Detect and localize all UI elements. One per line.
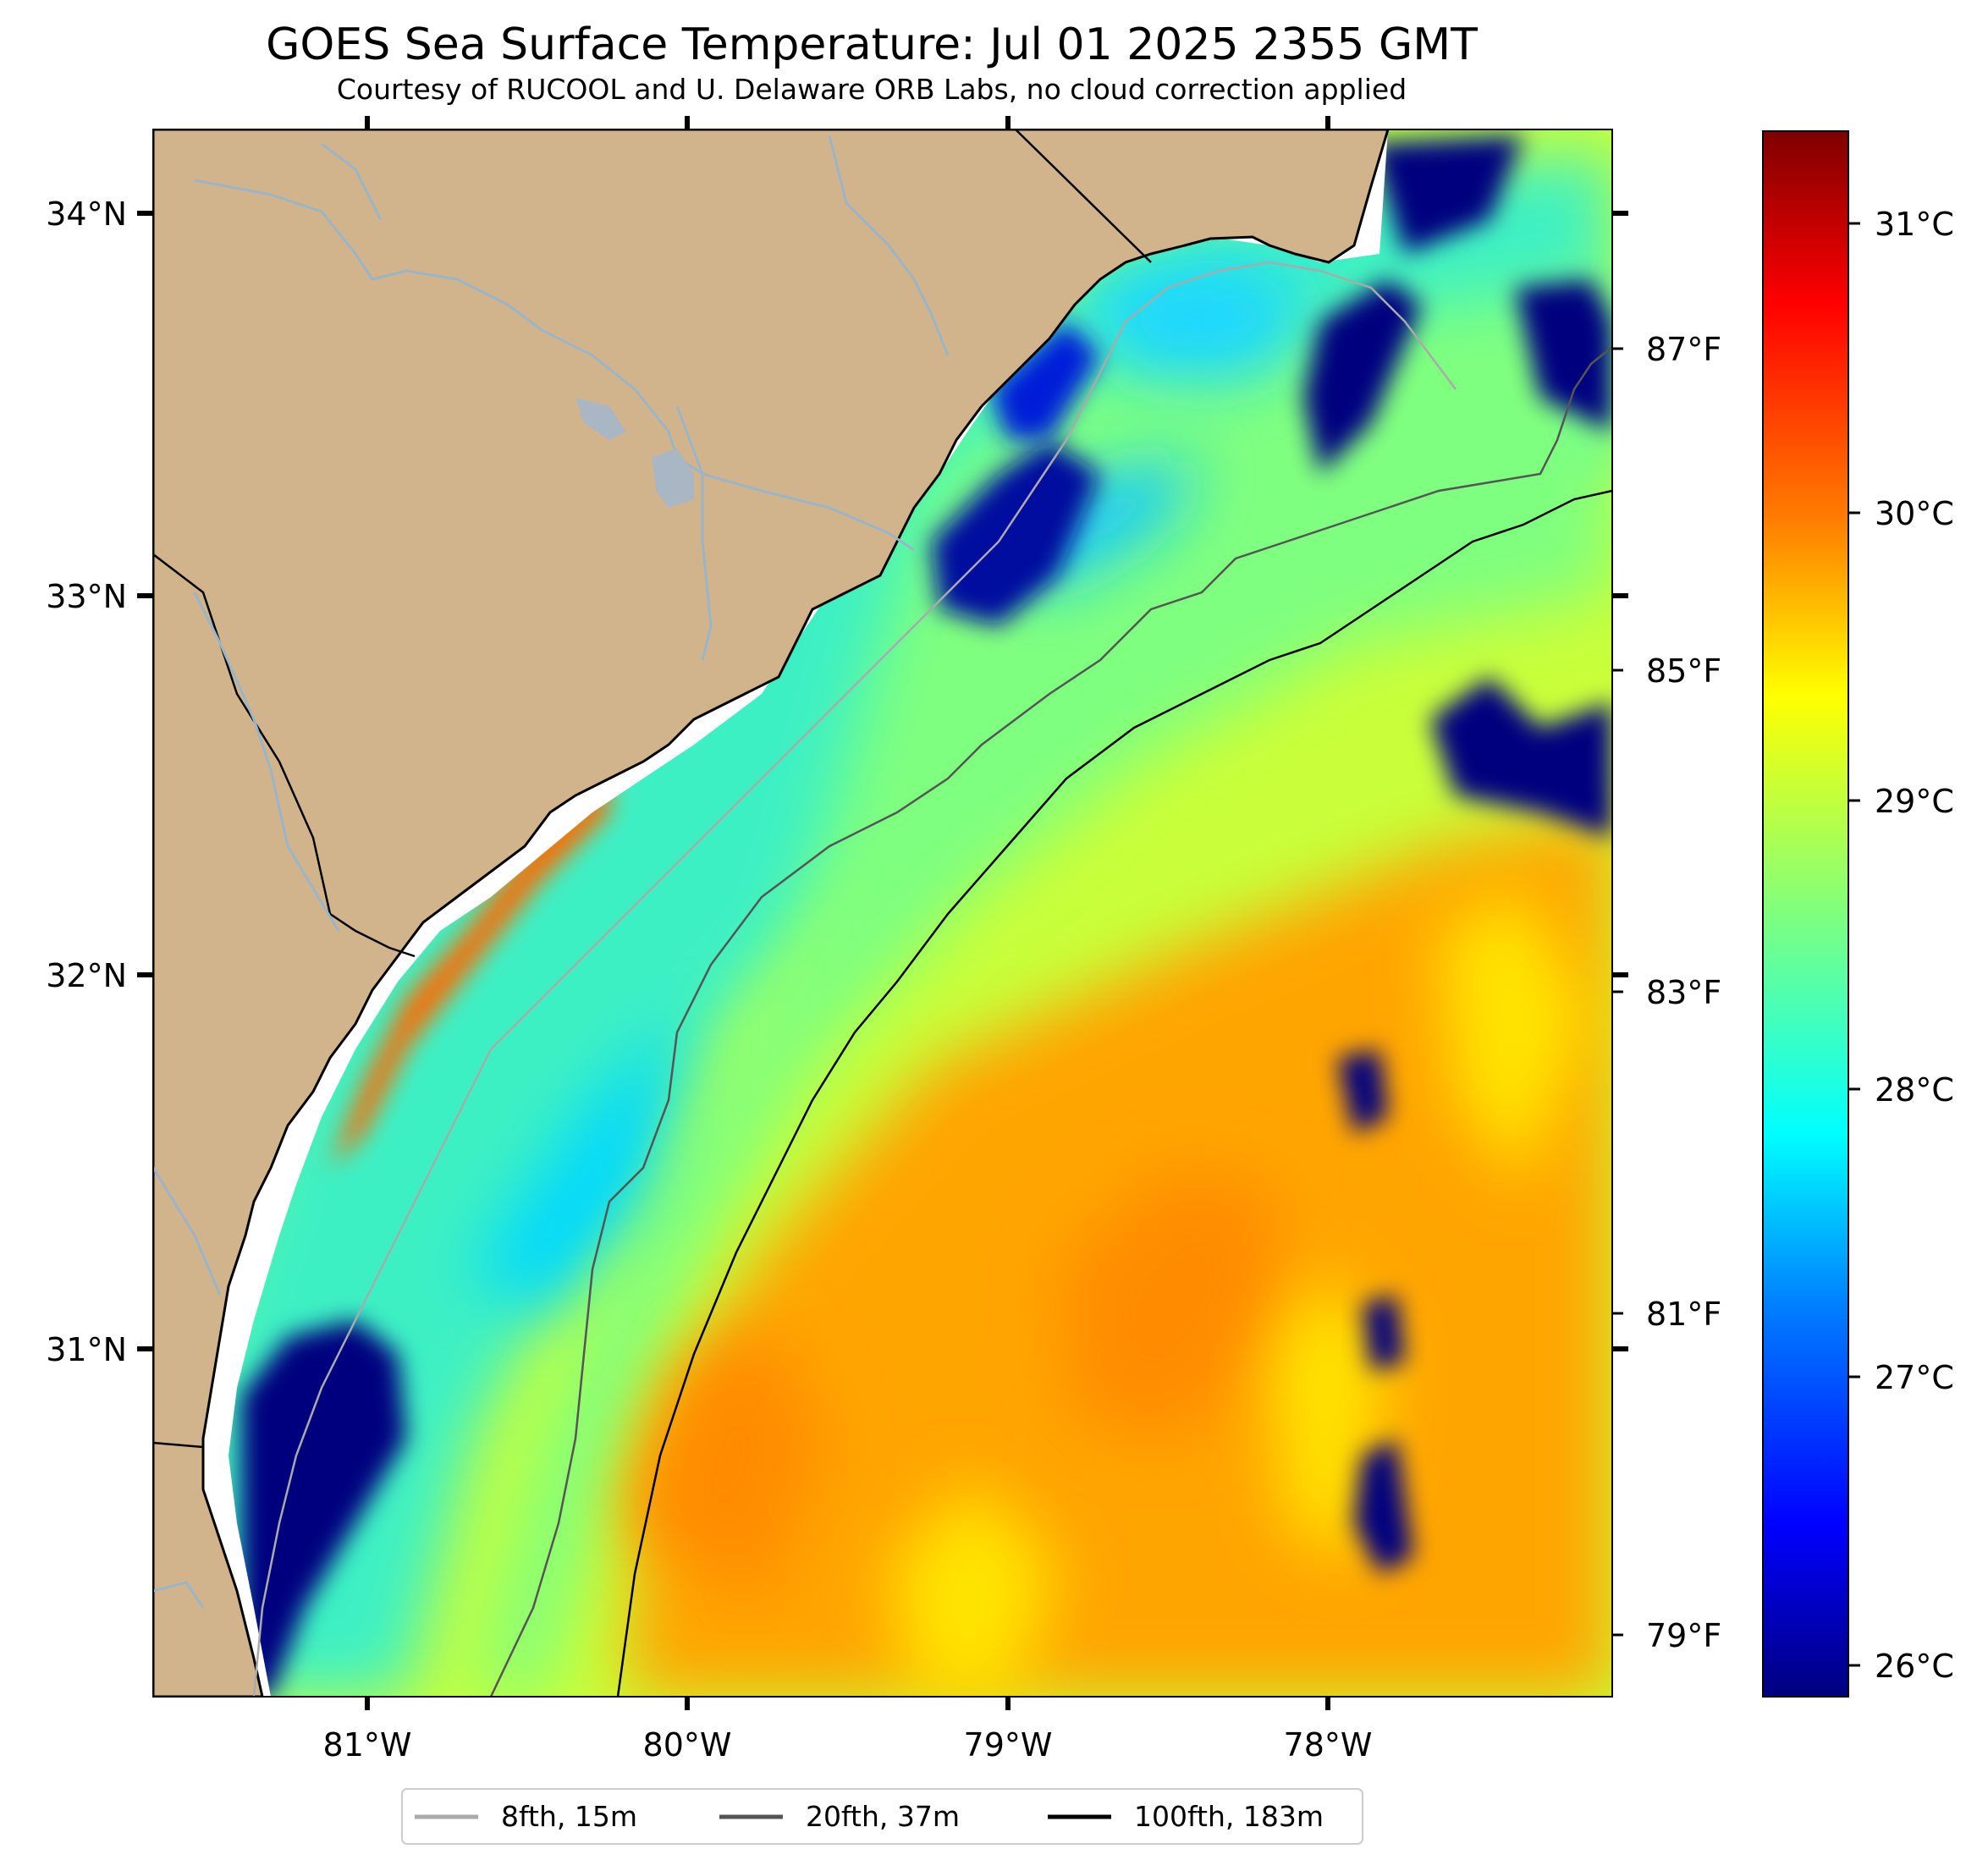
lat-label-32n: 32°N (46, 957, 127, 994)
rivers (153, 135, 950, 1609)
legend-box (401, 1788, 1363, 1845)
colorbar-label-30c: 30°C (1875, 495, 1954, 532)
longitude-ticks (365, 116, 1330, 1710)
lon-label-78w: 78°W (1284, 1726, 1373, 1764)
lon-label-80w: 80°W (643, 1726, 732, 1764)
legend-label-20fth: 20fth, 37m (806, 1800, 960, 1833)
lon-label-79w: 79°W (964, 1726, 1053, 1764)
legend-label-100fth: 100fth, 183m (1134, 1800, 1324, 1833)
colorbar-label-27c: 27°C (1875, 1359, 1954, 1396)
sst-pattern (153, 135, 1612, 1697)
colorbar-label-31c: 31°C (1875, 206, 1954, 243)
fahrenheit-label-79: 79°F (1646, 1617, 1721, 1654)
isobath-8fth (252, 261, 1457, 1697)
state-border-sc-ga (153, 553, 416, 958)
state-border-nc-sc (1015, 129, 1152, 263)
colorbar: 31°C 30°C 29°C 28°C 27°C 26°C (1762, 130, 1954, 1698)
colorbar-label-29c: 29°C (1875, 783, 1954, 820)
lat-label-34n: 34°N (46, 195, 127, 233)
colorbar-gradient (1762, 130, 1849, 1698)
isobath-legend: 8fth, 15m 20fth, 37m 100fth, 183m (401, 1788, 1363, 1845)
state-border-ga-fl (153, 1441, 204, 1449)
fahrenheit-label-87: 87°F (1646, 331, 1721, 368)
land (153, 129, 1390, 1697)
lat-label-31n: 31°N (46, 1331, 127, 1368)
lake-moultrie (575, 398, 626, 440)
fahrenheit-label-85: 85°F (1646, 652, 1721, 690)
colorbar-label-28c: 28°C (1875, 1071, 1954, 1109)
fahrenheit-label-83: 83°F (1646, 974, 1721, 1011)
lake-marion (652, 448, 694, 508)
map-frame (152, 129, 1613, 1698)
sst-map (153, 129, 1612, 1697)
fahrenheit-ticks (1612, 347, 1623, 1637)
lon-label-81w: 81°W (323, 1726, 412, 1764)
isobath-20fth (489, 346, 1612, 1697)
legend-label-8fth: 8fth, 15m (501, 1800, 637, 1833)
lat-label-33n: 33°N (46, 578, 127, 615)
colorbar-label-26c: 26°C (1875, 1648, 1954, 1685)
latitude-ticks (137, 211, 1628, 1351)
isobath-100fth (616, 489, 1612, 1697)
map-subtitle: Courtesy of RUCOOL and U. Delaware ORB L… (337, 73, 1407, 106)
fahrenheit-label-81: 81°F (1646, 1296, 1721, 1333)
map-title: GOES Sea Surface Temperature: Jul 01 202… (266, 19, 1478, 70)
